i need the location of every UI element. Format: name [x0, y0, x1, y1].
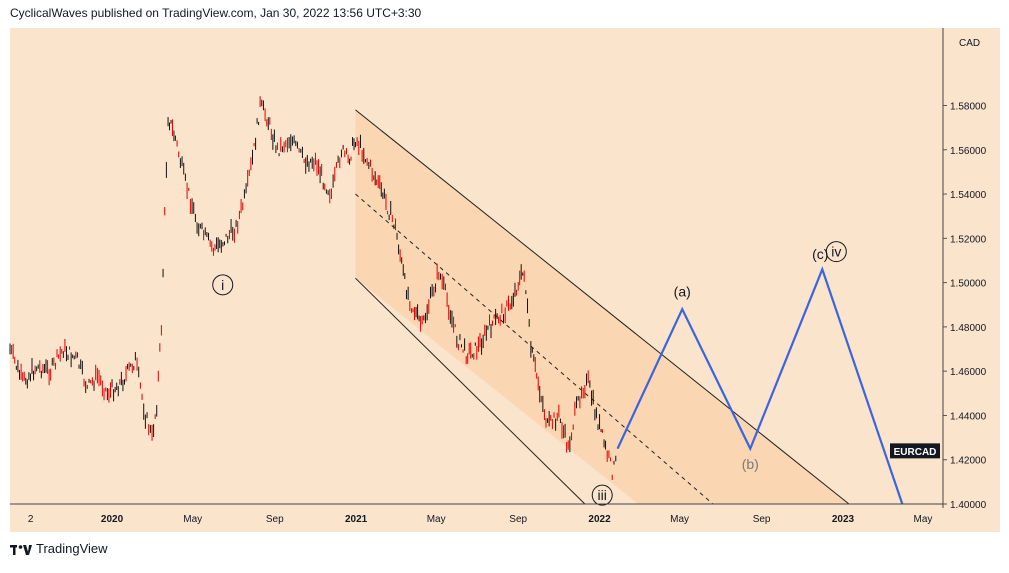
x-tick-label: 2022 [588, 514, 611, 525]
wave-label: iv [831, 244, 841, 260]
brand-name: TradingView [36, 541, 108, 556]
y-tick-label: 1.46000 [950, 367, 987, 378]
y-tick-label: 1.40000 [950, 500, 987, 511]
projection-path[interactable] [616, 266, 904, 505]
y-tick-label: 1.56000 [950, 146, 987, 157]
x-tick-label: May [670, 514, 689, 525]
x-tick-label: May [427, 514, 446, 525]
y-tick-label: 1.52000 [950, 234, 987, 245]
x-tick-label: 2021 [345, 514, 368, 525]
tradingview-logo-icon [10, 544, 32, 555]
x-tick-label: May [183, 514, 202, 525]
x-tick-label: 2020 [101, 514, 124, 525]
symbol-tag-label: EURCAD [894, 447, 937, 458]
wave-label-circle [591, 484, 613, 506]
wave-label-circle [212, 274, 234, 296]
x-tick-label: Sep [753, 514, 771, 525]
y-tick-label: 1.50000 [950, 279, 987, 290]
y-tick-label: 1.48000 [950, 323, 987, 334]
x-tick-label: 2 [28, 514, 34, 525]
price-scale-background [943, 28, 1000, 508]
currency-label-bg [955, 35, 983, 49]
symbol-price-tag[interactable] [890, 443, 940, 459]
time-scale-background [10, 508, 1000, 532]
wave-label: (c) [812, 246, 828, 262]
y-tick-label: 1.44000 [950, 411, 987, 422]
wave-label: i [221, 277, 224, 293]
wave-label-circle [825, 241, 847, 263]
publish-info: CyclicalWaves published on TradingView.c… [10, 6, 422, 20]
x-tick-label: May [914, 514, 933, 525]
wave-label: (a) [674, 283, 691, 299]
currency-label: CAD [959, 38, 980, 49]
channel-upper-line[interactable] [355, 109, 850, 505]
footer-brand[interactable]: TradingView [10, 541, 108, 556]
y-tick-label: 1.42000 [950, 456, 987, 467]
y-tick-label: 1.54000 [950, 190, 987, 201]
wave-label: iii [598, 487, 607, 503]
x-tick-label: Sep [509, 514, 527, 525]
price-candles [9, 96, 617, 480]
channel-lower-line[interactable] [355, 277, 586, 505]
x-tick-label: Sep [266, 514, 284, 525]
wave-label: (b) [742, 456, 759, 472]
channel-median-line[interactable] [355, 193, 714, 505]
y-tick-label: 1.58000 [950, 101, 987, 112]
x-tick-label: 2023 [832, 514, 855, 525]
